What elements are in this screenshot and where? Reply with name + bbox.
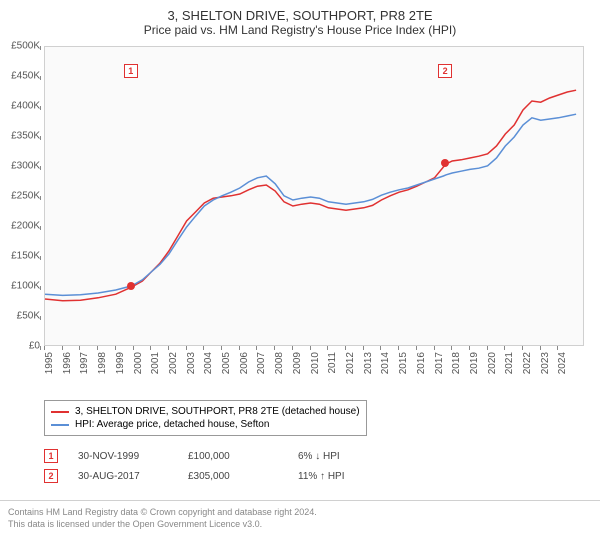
x-tick-label: 2000 [133,352,144,374]
x-tick-label: 2002 [168,352,179,374]
x-tick-label: 2019 [469,352,480,374]
x-tick-label: 2010 [310,352,321,374]
x-tick-label: 1996 [62,352,73,374]
x-tick-label: 2020 [487,352,498,374]
transaction-dot-1 [127,282,135,290]
x-tick-label: 2013 [363,352,374,374]
x-tick-label: 2022 [522,352,533,374]
plot-svg [45,47,585,347]
x-tick-label: 2016 [416,352,427,374]
y-tick-label: £500K [4,41,40,52]
legend-swatch [51,411,69,413]
legend-swatch [51,424,69,426]
y-tick-label: £0 [4,341,40,352]
y-tick-label: £300K [4,161,40,172]
x-tick-label: 1995 [44,352,55,374]
y-tick-label: £450K [4,71,40,82]
x-tick-label: 2012 [345,352,356,374]
x-tick-label: 2024 [557,352,568,374]
x-tick-label: 2003 [186,352,197,374]
transaction-row-marker: 1 [44,449,58,463]
transaction-row-marker: 2 [44,469,58,483]
transaction-table: 1 30-NOV-1999 £100,000 6% ↓ HPI 2 30-AUG-2017… [44,446,388,486]
transaction-price: £305,000 [188,471,278,482]
series-hpi [45,114,576,295]
credits: Contains HM Land Registry data © Crown c… [0,500,600,536]
x-tick-label: 2023 [540,352,551,374]
x-tick-label: 2005 [221,352,232,374]
transaction-row: 1 30-NOV-1999 £100,000 6% ↓ HPI [44,446,388,466]
x-tick-label: 1998 [97,352,108,374]
credits-line-2: This data is licensed under the Open Gov… [8,519,592,531]
legend-label: HPI: Average price, detached house, Seft… [75,419,269,430]
x-tick-label: 2004 [203,352,214,374]
y-tick-label: £350K [4,131,40,142]
y-tick-label: £100K [4,281,40,292]
chart-subtitle: Price paid vs. HM Land Registry's House … [0,23,600,43]
transaction-row: 2 30-AUG-2017 £305,000 11% ↑ HPI [44,466,388,486]
y-tick-label: £400K [4,101,40,112]
legend-item: 3, SHELTON DRIVE, SOUTHPORT, PR8 2TE (de… [51,405,360,418]
x-tick-label: 2011 [327,352,338,374]
y-tick-label: £50K [4,311,40,322]
credits-line-1: Contains HM Land Registry data © Crown c… [8,507,592,519]
x-tick-label: 2009 [292,352,303,374]
x-tick-label: 2017 [434,352,445,374]
transaction-date: 30-AUG-2017 [78,471,168,482]
legend-label: 3, SHELTON DRIVE, SOUTHPORT, PR8 2TE (de… [75,406,360,417]
x-tick-label: 2014 [380,352,391,374]
legend: 3, SHELTON DRIVE, SOUTHPORT, PR8 2TE (de… [44,400,367,436]
x-tick-label: 1997 [79,352,90,374]
transaction-marker-2: 2 [438,64,452,78]
transaction-diff: 11% ↑ HPI [298,471,388,482]
series-price_paid [45,90,576,301]
x-tick-label: 2007 [256,352,267,374]
x-tick-label: 2001 [150,352,161,374]
transaction-price: £100,000 [188,451,278,462]
y-tick-label: £250K [4,191,40,202]
x-tick-label: 2021 [504,352,515,374]
x-tick-label: 2006 [239,352,250,374]
x-tick-label: 2015 [398,352,409,374]
y-tick-label: £200K [4,221,40,232]
y-tick-label: £150K [4,251,40,262]
transaction-date: 30-NOV-1999 [78,451,168,462]
transaction-marker-1: 1 [124,64,138,78]
transaction-diff: 6% ↓ HPI [298,451,388,462]
x-tick-label: 2018 [451,352,462,374]
chart-container: 3, SHELTON DRIVE, SOUTHPORT, PR8 2TE Pri… [0,0,600,560]
legend-item: HPI: Average price, detached house, Seft… [51,418,360,431]
x-tick-label: 1999 [115,352,126,374]
chart-title: 3, SHELTON DRIVE, SOUTHPORT, PR8 2TE [0,0,600,23]
plot-area [44,46,584,346]
x-tick-label: 2008 [274,352,285,374]
